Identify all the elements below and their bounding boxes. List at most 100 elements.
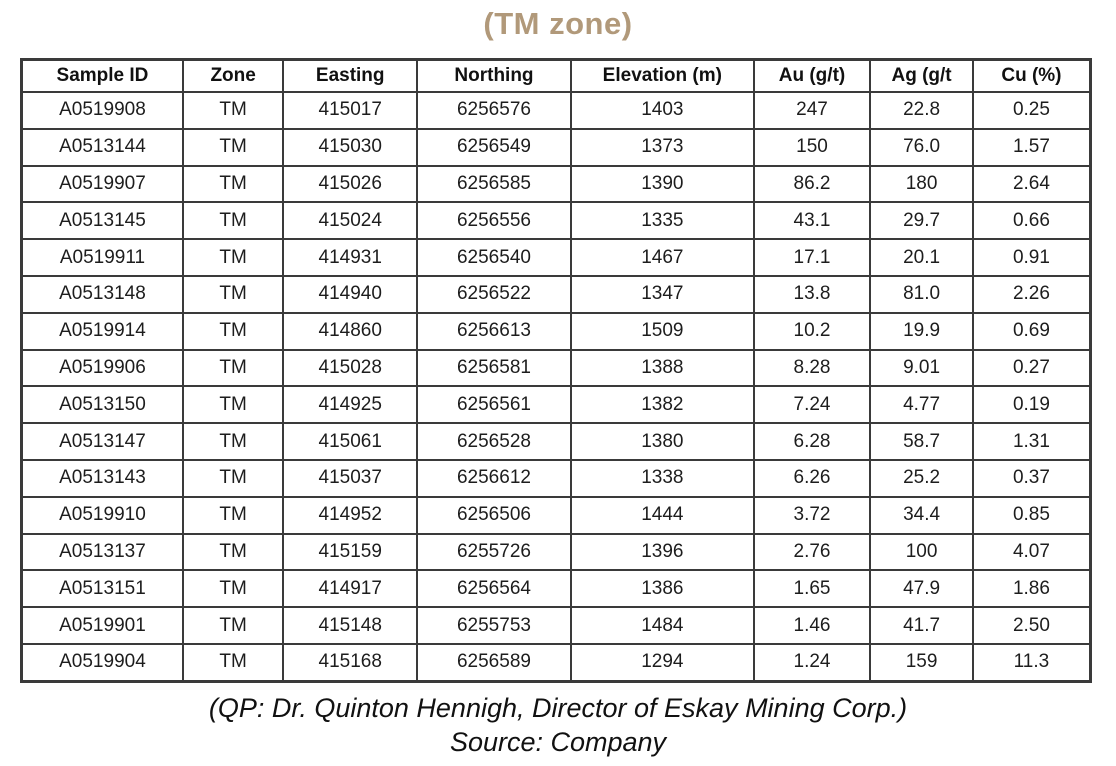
cell: A0513143 [20,458,184,498]
cell: 86.2 [752,164,872,204]
cell: 43.1 [752,201,872,241]
column-header-ag-g-t: Ag (g/t [869,58,974,93]
cell: 25.2 [869,458,974,498]
cell: TM [181,495,285,535]
cell: A0519911 [20,238,184,277]
cell: 81.0 [869,274,974,314]
cell: 100 [869,532,974,572]
cell: 6256506 [416,495,572,535]
cell: 247 [752,91,872,130]
cell: 1347 [569,274,755,314]
cell: 159 [869,642,974,683]
table-row: A0513151 TM 414917 6256564 1386 1.65 47.9 1.86 [20,569,1092,609]
sample-results-table: Sample ID Zone Easting Northing Elevation (m… [20,58,1092,683]
cell: 1382 [569,385,755,425]
cell: 415159 [282,532,419,572]
table-row: A0513148 TM 414940 6256522 1347 13.8 81.0 2.26 [20,274,1092,314]
cell: 6255753 [416,606,572,645]
cell: A0519910 [20,495,184,535]
cell: 2.76 [752,532,872,572]
table-row: A0519911 TM 414931 6256540 1467 17.1 20.1 0.91 [20,238,1092,277]
cell: TM [181,274,285,314]
table-row: A0519910 TM 414952 6256506 1444 3.72 34.4 0.85 [20,495,1092,535]
cell: 8.28 [752,348,872,388]
cell: 414925 [282,385,419,425]
column-header-sample-id: Sample ID [20,58,184,93]
cell: A0513144 [20,127,184,167]
cell: 6256549 [416,127,572,167]
cell: A0513148 [20,274,184,314]
cell: 1509 [569,311,755,351]
table-row: A0519906 TM 415028 6256581 1388 8.28 9.01 0.27 [20,348,1092,388]
cell: 0.27 [971,348,1092,388]
cell: TM [181,348,285,388]
cell: 6.28 [752,422,872,461]
cell: 1444 [569,495,755,535]
cell: A0519914 [20,311,184,351]
table-row: A0519901 TM 415148 6255753 1484 1.46 41.7 2.50 [20,606,1092,645]
cell: 1335 [569,201,755,241]
cell: TM [181,127,285,167]
cell: 1386 [569,569,755,609]
cell: A0513137 [20,532,184,572]
cell: 6256585 [416,164,572,204]
cell: A0519904 [20,642,184,683]
cell: A0513151 [20,569,184,609]
cell: A0519906 [20,348,184,388]
cell: 19.9 [869,311,974,351]
cell: 415030 [282,127,419,167]
cell: 2.50 [971,606,1092,645]
cell: A0519901 [20,606,184,645]
cell: A0519907 [20,164,184,204]
table-row: A0513145 TM 415024 6256556 1335 43.1 29.7 0.66 [20,201,1092,241]
cell: 180 [869,164,974,204]
table-header: Sample ID Zone Easting Northing Elevation (m… [20,58,1092,93]
cell: 11.3 [971,642,1092,683]
cell: 415024 [282,201,419,241]
cell: A0513150 [20,385,184,425]
cell: TM [181,458,285,498]
cell: 1484 [569,606,755,645]
cell: 1390 [569,164,755,204]
table-row: A0513137 TM 415159 6255726 1396 2.76 100 4.07 [20,532,1092,572]
cell: 1.24 [752,642,872,683]
cell: TM [181,238,285,277]
cell: 6256581 [416,348,572,388]
cell: 1388 [569,348,755,388]
cell: 0.66 [971,201,1092,241]
column-header-northing: Northing [416,58,572,93]
cell: 415026 [282,164,419,204]
cell: 76.0 [869,127,974,167]
page: (TM zone) Sample ID Zone Easting Northing El… [0,6,1116,766]
cell: 1.31 [971,422,1092,461]
cell: 1.57 [971,127,1092,167]
cell: 6256564 [416,569,572,609]
cell: 41.7 [869,606,974,645]
cell: TM [181,385,285,425]
cell: 415028 [282,348,419,388]
cell: 1338 [569,458,755,498]
cell: 0.19 [971,385,1092,425]
cell: 3.72 [752,495,872,535]
cell: TM [181,201,285,241]
cell: 415017 [282,91,419,130]
cell: 0.69 [971,311,1092,351]
cell: 22.8 [869,91,974,130]
cell: TM [181,91,285,130]
cell: 6256540 [416,238,572,277]
cell: 1.65 [752,569,872,609]
cell: 6256613 [416,311,572,351]
cell: TM [181,164,285,204]
table-row: A0519908 TM 415017 6256576 1403 247 22.8 0.25 [20,91,1092,130]
cell: 1.46 [752,606,872,645]
cell: 414931 [282,238,419,277]
cell: A0513147 [20,422,184,461]
cell: 9.01 [869,348,974,388]
cell: A0519908 [20,91,184,130]
cell: TM [181,569,285,609]
cell: 414940 [282,274,419,314]
cell: 414917 [282,569,419,609]
source-attribution: Source: Company [449,727,667,758]
cell: 58.7 [869,422,974,461]
cell: 2.64 [971,164,1092,204]
